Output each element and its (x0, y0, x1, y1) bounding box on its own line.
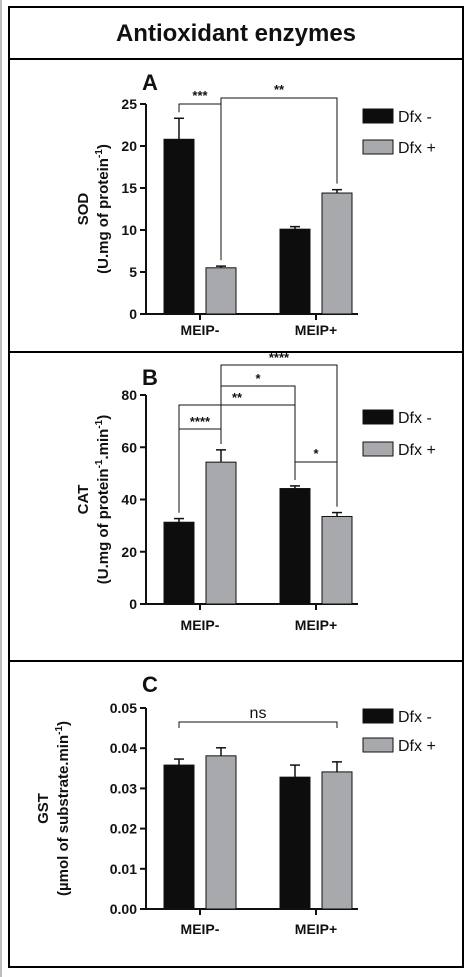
legend-label: Dfx - (398, 709, 432, 726)
legend-swatch-dfx-minus (362, 108, 394, 124)
x-category-label: MEIP+ (295, 322, 337, 338)
x-category-label: MEIP+ (295, 921, 337, 937)
y-tick-label: 80 (121, 387, 137, 403)
y-axis-label-line2: (U.mg of protein-1.min-1) (94, 415, 112, 584)
significance-bracket: ns (178, 705, 338, 728)
bar-dfx-minus (163, 521, 195, 605)
y-tick-label: 15 (121, 180, 137, 196)
bar-dfx-plus (205, 755, 237, 910)
bracket-line (220, 97, 338, 261)
legend-label: Dfx - (398, 410, 432, 427)
y-tick-label: 40 (121, 492, 137, 508)
legend-swatch-dfx-minus (362, 708, 394, 724)
legend-label: Dfx + (398, 738, 436, 755)
panel-letter: C (142, 672, 158, 697)
y-tick-label: 0.01 (110, 861, 137, 877)
significance-label: *** (192, 88, 208, 103)
legend-swatch-dfx-plus (362, 139, 394, 155)
bar-dfx-minus (279, 776, 311, 910)
y-axis-label-tail: ) (55, 721, 72, 726)
panel-divider-bc (8, 660, 464, 662)
bar-dfx-minus (279, 488, 311, 605)
bar-dfx-minus (163, 764, 195, 910)
y-axis-label-main: (µmol of substrate.min (55, 735, 72, 896)
panel-divider-ab (8, 351, 464, 353)
bracket-line (220, 364, 338, 507)
legend-swatch-dfx-plus (362, 441, 394, 457)
significance-bracket: ** (178, 390, 296, 513)
legend-label: Dfx - (398, 109, 432, 126)
bar-dfx-plus (321, 771, 353, 910)
y-axis-label-superscript-2: -1 (94, 419, 105, 428)
y-axis-label-line1: SOD (75, 193, 92, 226)
y-axis-label-line2: (U.mg of protein-1) (94, 144, 112, 274)
bracket-line (178, 721, 338, 728)
legend-swatch-dfx-minus (362, 409, 394, 425)
significance-bracket: * (294, 446, 338, 507)
y-tick-label: 0 (129, 306, 137, 322)
y-tick-label: 0.02 (110, 821, 137, 837)
legend-label: Dfx + (398, 442, 436, 459)
figure-frame (8, 6, 464, 968)
significance-label: * (255, 371, 261, 386)
significance-label: ns (250, 705, 267, 722)
y-axis-label-main: (U.mg of protein (95, 468, 112, 584)
bar-dfx-minus (279, 228, 311, 315)
title-divider (8, 58, 464, 60)
y-tick-label: 10 (121, 222, 137, 238)
y-axis-label-superscript: -1 (94, 149, 105, 158)
figure-title: Antioxidant enzymes (115, 20, 357, 47)
y-axis-label-main: (U.mg of protein (95, 158, 112, 274)
y-axis-label-tail: ) (95, 144, 112, 149)
y-axis-label-tail-2: ) (95, 415, 112, 420)
significance-label: ** (274, 82, 285, 97)
y-tick-label: 0.05 (110, 700, 137, 716)
bar-dfx-plus (205, 267, 237, 315)
y-axis-label-superscript: -1 (94, 459, 105, 468)
y-axis-label-line1: GST (35, 793, 52, 824)
legend-label: Dfx + (398, 140, 436, 157)
y-tick-label: 0.00 (110, 901, 137, 917)
significance-bracket: **** (220, 350, 338, 507)
y-tick-label: 0.04 (110, 740, 137, 756)
x-category-label: MEIP- (181, 921, 220, 937)
x-category-label: MEIP- (181, 617, 220, 633)
significance-label: ** (232, 390, 243, 405)
y-tick-label: 25 (121, 96, 137, 112)
y-axis-label-line1: CAT (75, 485, 92, 515)
y-axis-label-line2: (µmol of substrate.min-1) (54, 721, 72, 896)
y-axis-label-tail: .min (95, 429, 112, 460)
significance-label: **** (190, 414, 211, 429)
page-edge-line (0, 0, 2, 977)
bar-dfx-plus (321, 192, 353, 315)
panel-letter: B (142, 365, 158, 390)
y-tick-label: 20 (121, 544, 137, 560)
bar-dfx-plus (205, 461, 237, 605)
bar-dfx-minus (163, 138, 195, 315)
x-category-label: MEIP+ (295, 617, 337, 633)
y-tick-label: 60 (121, 439, 137, 455)
y-axis-label-superscript: -1 (54, 726, 65, 735)
legend-swatch-dfx-plus (362, 737, 394, 753)
y-tick-label: 5 (129, 264, 137, 280)
significance-label: * (313, 446, 319, 461)
y-tick-label: 0.03 (110, 780, 137, 796)
x-category-label: MEIP- (181, 322, 220, 338)
y-tick-label: 20 (121, 138, 137, 154)
chart-panel-c: C 0.00 0.01 0.02 0.03 0.04 0.05 MEIP- MEIP+ ns GST… (35, 672, 436, 937)
y-tick-label: 0 (129, 596, 137, 612)
significance-bracket: ** (220, 82, 338, 261)
panel-letter: A (142, 70, 158, 95)
significance-label: **** (269, 350, 290, 365)
bar-dfx-plus (321, 515, 353, 605)
bracket-line (294, 461, 338, 507)
